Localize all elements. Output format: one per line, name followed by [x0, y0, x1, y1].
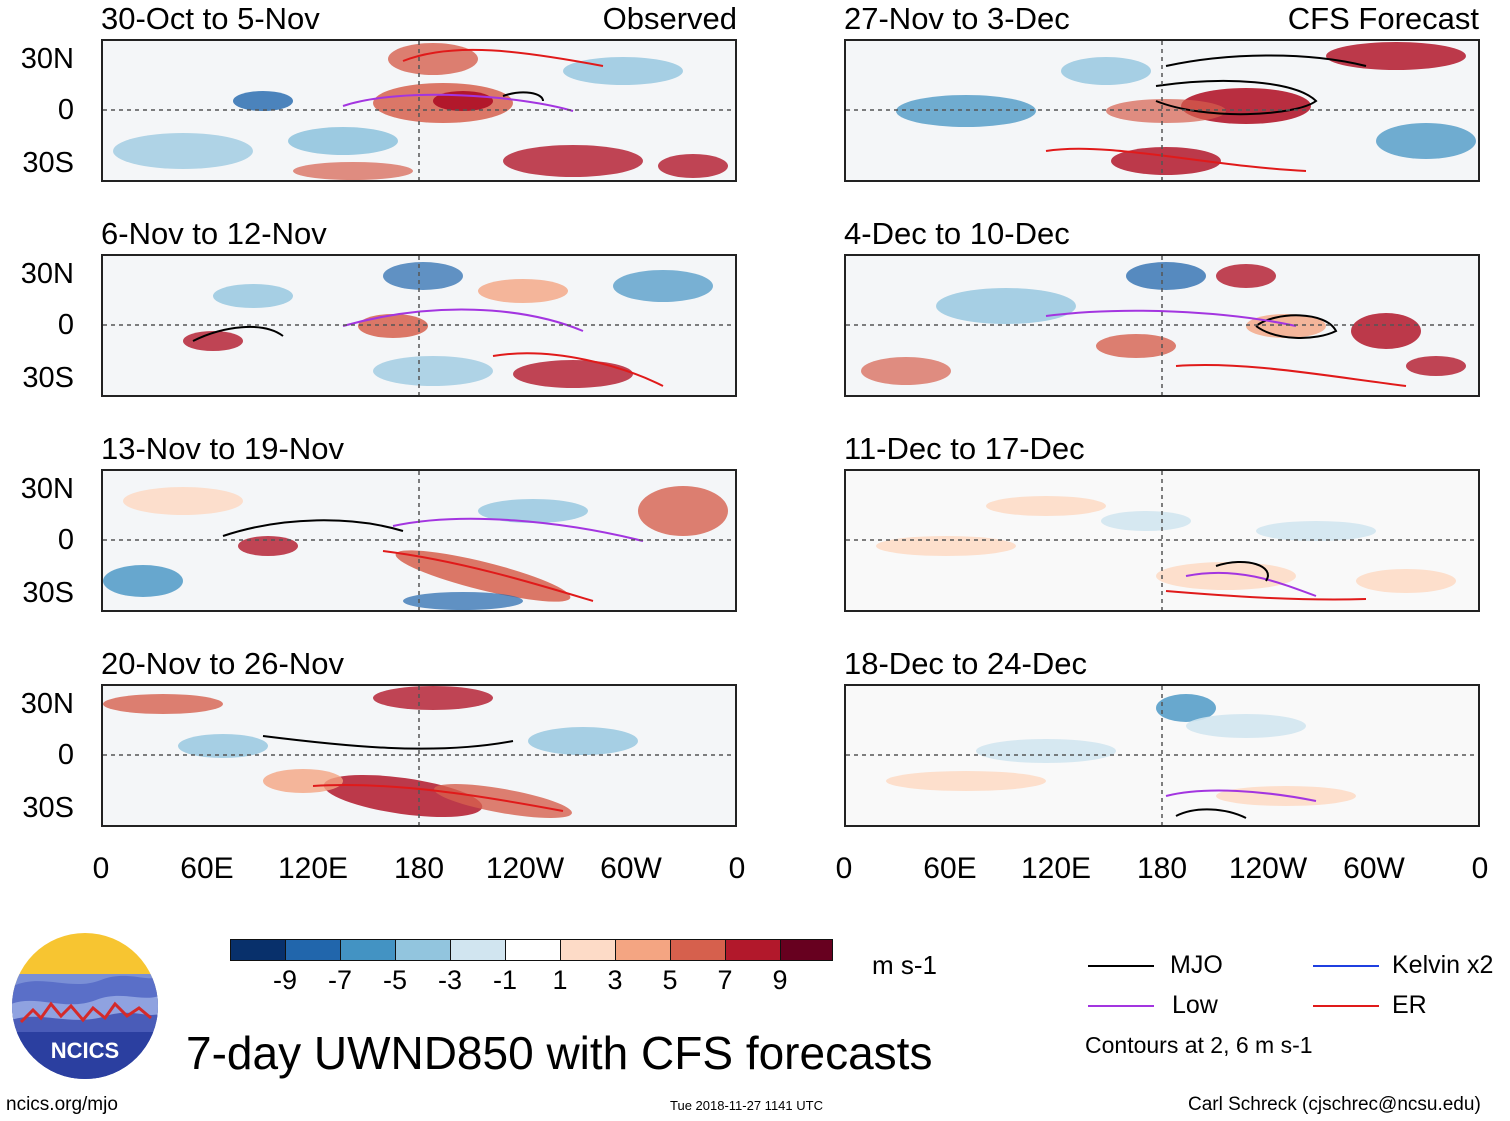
lon-label: 0: [92, 852, 110, 885]
colorbar-label: 1: [552, 965, 568, 995]
colorbar-segment: [395, 939, 451, 961]
lon-label: 120W: [1228, 852, 1308, 885]
map-panel: [101, 254, 737, 397]
lon-label: 0: [835, 852, 853, 885]
colorbar-segment: [230, 939, 286, 961]
map-anomaly-field: [103, 686, 735, 825]
colorbar-segment: [340, 939, 396, 961]
legend-label-mjo: MJO: [1170, 951, 1223, 979]
panel-title-1: 30-Oct to 5-Nov: [101, 1, 320, 36]
map-panel: [844, 254, 1480, 397]
colorbar-label: -3: [437, 965, 462, 995]
lon-label: 60E: [180, 852, 234, 885]
map-anomaly-field: [846, 471, 1478, 610]
colorbar-label: 3: [607, 965, 623, 995]
map-anomaly-field: [103, 41, 735, 180]
lat-label-30n: 30N: [20, 43, 74, 75]
panel-title-2: 6-Nov to 12-Nov: [101, 216, 327, 251]
lat-label-30n: 30N: [20, 688, 74, 720]
lat-label-30n: 30N: [20, 258, 74, 290]
colorbar-segment: [505, 939, 561, 961]
lat-label-eq: 0: [57, 524, 74, 556]
map-anomaly-field: [846, 256, 1478, 395]
lon-label: 0: [1471, 852, 1489, 885]
map-anomaly-field: [846, 41, 1478, 180]
panel-title-5: 27-Nov to 3-Dec: [844, 1, 1070, 36]
colorbar-segment: [560, 939, 616, 961]
panel-title-7: 11-Dec to 17-Dec: [844, 431, 1085, 466]
map-panel: [844, 469, 1480, 612]
map-panel: [101, 469, 737, 612]
colorbar-label: 5: [662, 965, 678, 995]
colorbar-label: -1: [492, 965, 517, 995]
logo-text: NCICS: [51, 1038, 119, 1063]
footer-timestamp: Tue 2018-11-27 1141 UTC: [670, 1098, 823, 1113]
colorbar-label: -5: [382, 965, 407, 995]
lat-label-eq: 0: [57, 739, 74, 771]
colorbar-segment: [450, 939, 506, 961]
lon-label: 0: [728, 852, 746, 885]
lon-label: 60W: [600, 852, 662, 885]
main-title: 7-day UWND850 with CFS forecasts: [186, 1027, 933, 1079]
map-anomaly-field: [103, 256, 735, 395]
legend-label-er: ER: [1392, 991, 1427, 1019]
map-panel: [101, 39, 737, 182]
map-panel: [844, 39, 1480, 182]
colorbar-label: 7: [717, 965, 733, 995]
colorbar-segment: [780, 939, 833, 961]
legend-swatch-kelvin: [1313, 965, 1379, 967]
lat-label-30n: 30N: [20, 473, 74, 505]
panel-title-8: 18-Dec to 24-Dec: [844, 646, 1087, 681]
lon-label: 180: [1136, 852, 1188, 885]
lat-label-eq: 0: [57, 94, 74, 126]
lon-label: 60W: [1343, 852, 1405, 885]
lon-label: 120W: [485, 852, 565, 885]
colorbar-segment: [670, 939, 726, 961]
legend-label-low: Low: [1172, 991, 1218, 1019]
panel-title-6: 4-Dec to 10-Dec: [844, 216, 1070, 251]
legend-swatch-er: [1313, 1005, 1379, 1007]
map-anomaly-field: [846, 686, 1478, 825]
footer-credit: Carl Schreck (cjschrec@ncsu.edu): [1188, 1094, 1481, 1115]
colorbar-segment: [725, 939, 781, 961]
colorbar-label: -9: [272, 965, 297, 995]
map-anomaly-field: [103, 471, 735, 610]
lon-label: 180: [393, 852, 445, 885]
colorbar-segment: [285, 939, 341, 961]
panel-title-4: 20-Nov to 26-Nov: [101, 646, 344, 681]
lon-label: 120E: [277, 852, 349, 885]
colorbar-label: 9: [772, 965, 788, 995]
lon-label: 120E: [1020, 852, 1092, 885]
legend-swatch-mjo: [1088, 965, 1154, 967]
map-panel: [844, 684, 1480, 827]
colorbar-label: -7: [327, 965, 352, 995]
panel-tag-forecast: CFS Forecast: [1287, 1, 1479, 36]
legend-swatch-low: [1088, 1005, 1154, 1007]
panel-title-3: 13-Nov to 19-Nov: [101, 431, 344, 466]
footer-link[interactable]: ncics.org/mjo: [6, 1094, 118, 1115]
map-panel: [101, 684, 737, 827]
lat-label-30s: 30S: [22, 792, 74, 824]
lon-label: 60E: [923, 852, 977, 885]
colorbar-units: m s-1: [872, 950, 937, 980]
lat-label-eq: 0: [57, 309, 74, 341]
ncics-logo: NCICS: [12, 933, 158, 1079]
lat-label-30s: 30S: [22, 147, 74, 179]
colorbar-segment: [615, 939, 671, 961]
lat-label-30s: 30S: [22, 362, 74, 394]
lat-label-30s: 30S: [22, 577, 74, 609]
legend-label-kelvin: Kelvin x2: [1392, 951, 1494, 979]
panel-tag-observed: Observed: [602, 1, 737, 36]
legend-note: Contours at 2, 6 m s-1: [1085, 1032, 1313, 1058]
